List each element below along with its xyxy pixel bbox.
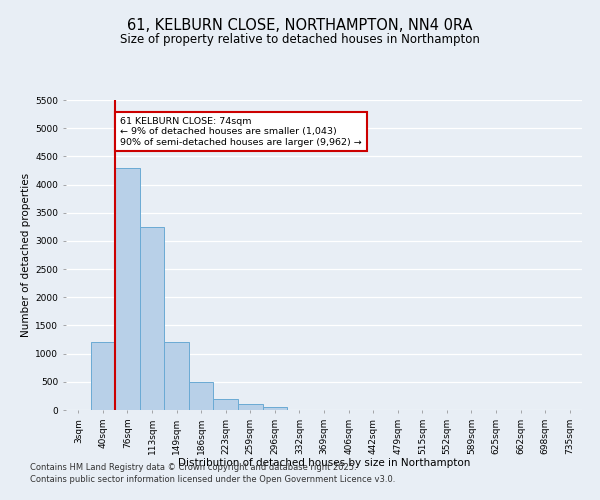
Text: Size of property relative to detached houses in Northampton: Size of property relative to detached ho… <box>120 32 480 46</box>
Text: Contains public sector information licensed under the Open Government Licence v3: Contains public sector information licen… <box>30 475 395 484</box>
Bar <box>238 404 263 410</box>
Text: Contains HM Land Registry data © Crown copyright and database right 2025.: Contains HM Land Registry data © Crown c… <box>30 462 356 471</box>
Y-axis label: Number of detached properties: Number of detached properties <box>21 173 31 337</box>
X-axis label: Distribution of detached houses by size in Northampton: Distribution of detached houses by size … <box>178 458 470 468</box>
Bar <box>214 398 238 410</box>
Bar <box>164 342 189 410</box>
Bar <box>263 407 287 410</box>
Bar <box>140 227 164 410</box>
Text: 61, KELBURN CLOSE, NORTHAMPTON, NN4 0RA: 61, KELBURN CLOSE, NORTHAMPTON, NN4 0RA <box>127 18 473 32</box>
Text: 61 KELBURN CLOSE: 74sqm
← 9% of detached houses are smaller (1,043)
90% of semi-: 61 KELBURN CLOSE: 74sqm ← 9% of detached… <box>120 117 362 146</box>
Bar <box>115 168 140 410</box>
Bar <box>91 342 115 410</box>
Bar <box>189 382 214 410</box>
